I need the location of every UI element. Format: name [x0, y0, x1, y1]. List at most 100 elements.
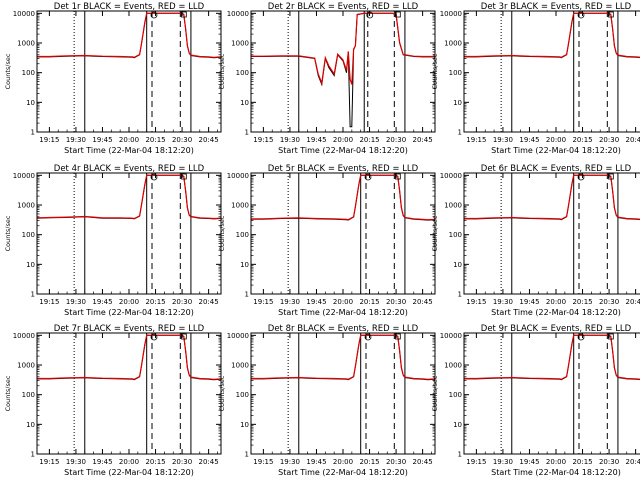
y-tick-label: 1000 [231, 40, 249, 48]
marker-square-symbol [394, 173, 401, 180]
x-tick-label: 19:45 [306, 458, 326, 466]
plot-frame [463, 172, 640, 295]
x-tick-label: 20:45 [413, 298, 433, 306]
marker-square-symbol [394, 11, 401, 18]
marker-square-symbol [180, 333, 187, 340]
y-tick-label: 1000 [444, 40, 462, 48]
plot-frame [250, 172, 436, 295]
y-tick-label: 1000 [17, 202, 35, 210]
y-tick-label: 1 [245, 451, 249, 459]
y-tick-label: 1 [31, 451, 35, 459]
series-line-lld [37, 334, 221, 380]
x-tick-label: 20:30 [599, 458, 619, 466]
series-line-lld [251, 12, 435, 86]
x-tick-label: 19:45 [519, 458, 539, 466]
x-tick-label: 20:15 [145, 298, 165, 306]
y-axis-label: Counts/sec [4, 375, 12, 411]
x-tick-label: 20:15 [359, 458, 379, 466]
x-tick-label: 19:45 [306, 298, 326, 306]
plot-frame [463, 332, 640, 455]
x-tick-label: 20:00 [119, 298, 139, 306]
x-tick-label: 20:30 [172, 458, 192, 466]
y-tick-label: 100 [449, 231, 462, 239]
y-tick-label: 1 [245, 291, 249, 299]
panel-det-8: Det 8r BLACK = Events, RED = LLD Counts/s… [218, 324, 436, 477]
x-tick-label: 19:30 [493, 298, 513, 306]
panel-det-5: Det 5r BLACK = Events, RED = LLD Counts/s… [218, 164, 436, 317]
y-tick-label: 100 [236, 391, 249, 399]
x-axis-label: Start Time (22-Mar-04 18:12:20) [491, 308, 621, 317]
y-tick-label: 10 [453, 421, 462, 429]
y-axis-label: Counts/sec [431, 53, 439, 89]
x-tick-label: 20:00 [119, 458, 139, 466]
x-tick-label: 19:30 [493, 136, 513, 144]
series-line-lld [251, 174, 435, 221]
panel-det-1: Det 1r BLACK = Events, RED = LLD Counts/s… [4, 2, 222, 155]
x-tick-label: 19:45 [519, 298, 539, 306]
x-tick-label: 20:45 [413, 458, 433, 466]
x-tick-label: 20:00 [546, 458, 566, 466]
y-axis-label: Counts/sec [218, 53, 226, 89]
x-axis-label: Start Time (22-Mar-04 18:12:20) [278, 308, 408, 317]
x-axis-label: Start Time (22-Mar-04 18:12:20) [491, 146, 621, 155]
marker-square-symbol [607, 173, 614, 180]
x-tick-label: 19:45 [92, 136, 112, 144]
y-tick-label: 10 [26, 261, 35, 269]
series-line-lld [37, 174, 221, 220]
series-line-lld [464, 12, 640, 58]
x-tick-label: 20:15 [359, 298, 379, 306]
x-tick-label: 19:30 [280, 136, 300, 144]
x-tick-label: 20:00 [546, 136, 566, 144]
x-tick-label: 20:00 [333, 136, 353, 144]
x-axis-label: Start Time (22-Mar-04 18:12:20) [278, 146, 408, 155]
panel-title: Det 3r BLACK = Events, RED = LLD [481, 2, 632, 12]
panel-title: Det 8r BLACK = Events, RED = LLD [268, 324, 419, 334]
plot-frame [36, 332, 222, 455]
panel-title: Det 6r BLACK = Events, RED = LLD [481, 164, 632, 174]
x-tick-label: 20:15 [572, 458, 592, 466]
x-tick-label: 19:30 [66, 136, 86, 144]
x-tick-label: 20:30 [172, 298, 192, 306]
x-tick-label: 20:30 [386, 136, 406, 144]
marker-square-symbol [180, 11, 187, 18]
plot-frame [36, 10, 222, 133]
marker-o-symbol [577, 11, 585, 19]
y-tick-label: 10000 [440, 172, 462, 180]
x-tick-label: 20:00 [333, 298, 353, 306]
y-tick-label: 10000 [13, 10, 35, 18]
panel-det-3: Det 3r BLACK = Events, RED = LLD Counts/s… [431, 2, 640, 155]
marker-square-symbol [607, 333, 614, 340]
y-tick-label: 10 [453, 99, 462, 107]
y-tick-label: 100 [22, 231, 35, 239]
y-axis-label: Counts/sec [218, 375, 226, 411]
y-tick-label: 10 [240, 421, 249, 429]
y-tick-label: 1 [31, 291, 35, 299]
series-line-lld [464, 334, 640, 380]
y-tick-label: 10 [240, 99, 249, 107]
marker-square-symbol [607, 11, 614, 18]
x-tick-label: 20:45 [199, 136, 219, 144]
y-tick-label: 1000 [17, 362, 35, 370]
marker-o-symbol [150, 173, 158, 181]
plot-frame [250, 332, 436, 455]
y-tick-label: 100 [236, 69, 249, 77]
x-tick-label: 19:30 [493, 458, 513, 466]
y-tick-label: 10 [26, 99, 35, 107]
x-tick-label: 20:30 [386, 298, 406, 306]
y-tick-label: 10000 [227, 172, 249, 180]
panel-title: Det 4r BLACK = Events, RED = LLD [54, 164, 205, 174]
y-tick-label: 100 [449, 391, 462, 399]
y-tick-label: 1 [31, 129, 35, 137]
y-tick-label: 1 [245, 129, 249, 137]
y-tick-label: 10000 [227, 332, 249, 340]
y-tick-label: 1 [458, 451, 462, 459]
x-tick-label: 20:30 [386, 458, 406, 466]
y-tick-label: 1000 [231, 362, 249, 370]
x-tick-label: 20:15 [145, 458, 165, 466]
y-tick-label: 10 [453, 261, 462, 269]
x-tick-label: 19:15 [253, 298, 273, 306]
y-axis-label: Counts/sec [218, 215, 226, 251]
x-tick-label: 20:15 [572, 298, 592, 306]
x-tick-label: 20:30 [172, 136, 192, 144]
y-tick-label: 10000 [13, 172, 35, 180]
